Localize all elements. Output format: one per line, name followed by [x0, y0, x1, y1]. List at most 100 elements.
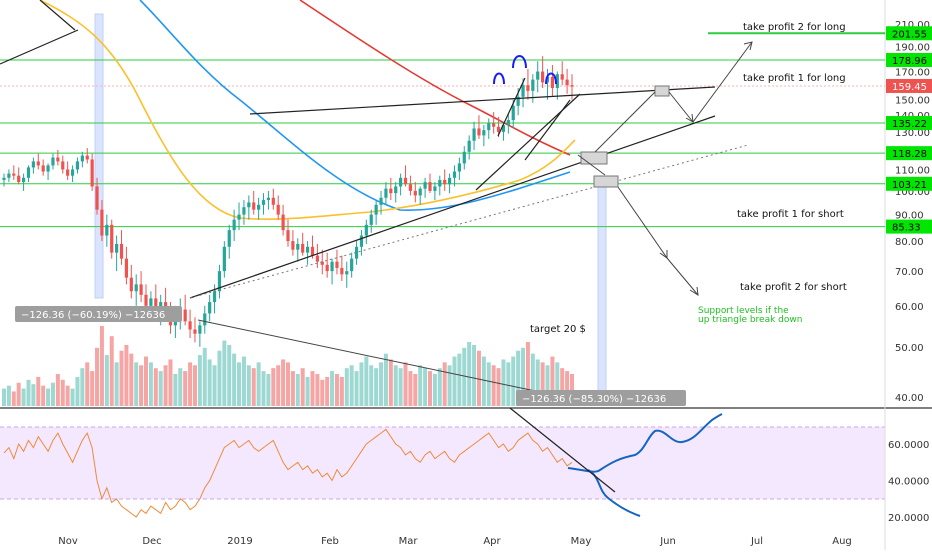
candle-body [105, 224, 109, 236]
time-tick-label: Nov [58, 536, 78, 547]
candle-body [21, 177, 26, 183]
candle-body [144, 294, 148, 306]
time-axis[interactable]: Nov Dec 2019 Feb Mar Apr May Jun Jul Aug [58, 536, 852, 547]
volume-bar [432, 374, 437, 406]
candle-body [203, 313, 207, 326]
volume-bar [447, 365, 452, 406]
candle-body [51, 157, 55, 166]
candle-body [31, 161, 35, 168]
left-short-line [39, 0, 76, 31]
volume-bar [46, 388, 51, 406]
volume-bar [6, 385, 11, 406]
volume-bar [153, 368, 158, 406]
rising-wedge-line-2 [497, 77, 526, 137]
candle-body [570, 85, 574, 87]
volume-bar [227, 344, 232, 406]
volume-bar [109, 336, 114, 406]
volume-bar [168, 359, 173, 406]
volume-bar [344, 368, 349, 406]
projection-box-low [593, 175, 619, 188]
annotation-label: target 20 $ [530, 324, 586, 335]
volume-bar [393, 365, 398, 406]
volume-bar [491, 365, 496, 406]
candle-body [399, 177, 403, 187]
candle-body [115, 243, 119, 253]
candle-body [462, 151, 466, 164]
candle-body [296, 243, 300, 250]
candle-body [340, 267, 344, 275]
volume-bar [85, 362, 90, 406]
volume-bar [90, 371, 95, 406]
volume-bar [295, 374, 300, 406]
candle-body [526, 85, 530, 91]
measure-column-right [597, 181, 607, 399]
price-badge-label: 178.96 [892, 56, 927, 67]
volume-bar [261, 371, 266, 406]
horizontal-levels [0, 32, 885, 228]
price-badge [886, 78, 932, 93]
volume-bar [124, 344, 129, 406]
measure-box-left [15, 306, 182, 322]
candle-body [139, 284, 143, 295]
candle-body [12, 173, 16, 176]
projection-box-mid [580, 151, 608, 165]
volume-bar [104, 355, 109, 406]
volume-bar [462, 347, 467, 406]
candle-body [261, 200, 266, 205]
rsi-axis[interactable]: 20.0000 40.0000 60.0000 [888, 440, 929, 524]
volume-bar [325, 376, 330, 406]
time-tick-label: Aug [832, 536, 852, 547]
volume-bar [173, 374, 178, 406]
volume-bar [555, 362, 560, 406]
candle-body [482, 130, 486, 136]
volume-bar [349, 365, 354, 406]
candle-body [46, 165, 50, 172]
price-badge [886, 146, 932, 161]
candle-body [403, 177, 408, 185]
candle-body [217, 271, 222, 292]
candle-body [433, 186, 437, 191]
volume-bar [158, 371, 163, 406]
volume-bar [129, 353, 134, 406]
volume-bar [36, 376, 41, 406]
volume-bar [144, 356, 148, 406]
candle-body [350, 258, 354, 272]
time-tick-label: Apr [483, 536, 501, 547]
candle-body [379, 197, 383, 205]
candle-body [496, 126, 501, 132]
volume-bar [290, 371, 295, 406]
candle-body [222, 246, 226, 272]
volume-bar [60, 379, 65, 406]
candle-body [413, 190, 417, 196]
volume-bar [192, 365, 197, 406]
volume-bar [183, 371, 188, 406]
candle-body [384, 188, 388, 198]
price-badge [886, 53, 932, 68]
annotations: take profit 2 for long take profit 1 for … [15, 22, 847, 406]
volume-bar [178, 368, 183, 406]
volume-bar [423, 368, 428, 406]
price-tick-label: 210.00 [895, 20, 930, 31]
volume-bar [374, 368, 379, 406]
rsi-tick-label: 20.0000 [888, 513, 929, 524]
rsi-tick-label: 40.0000 [888, 477, 929, 488]
candle-body [516, 96, 520, 106]
volume-bar [2, 388, 6, 406]
volume-bar [217, 350, 222, 406]
candle-body [457, 163, 461, 172]
volume-bar [256, 362, 261, 406]
volume-bar [560, 368, 565, 406]
time-tick-label: Jul [750, 536, 763, 547]
candle-body [408, 184, 413, 191]
volume-bar [207, 359, 212, 406]
annotation-label: up triangle break down [698, 315, 802, 325]
candle-body [550, 76, 555, 89]
volume-bar [197, 355, 202, 406]
volume-bar [266, 374, 271, 406]
measure-arrow-line [197, 319, 541, 393]
candle-body [418, 188, 422, 196]
candle-body [541, 71, 545, 83]
volume-bar [550, 356, 555, 406]
